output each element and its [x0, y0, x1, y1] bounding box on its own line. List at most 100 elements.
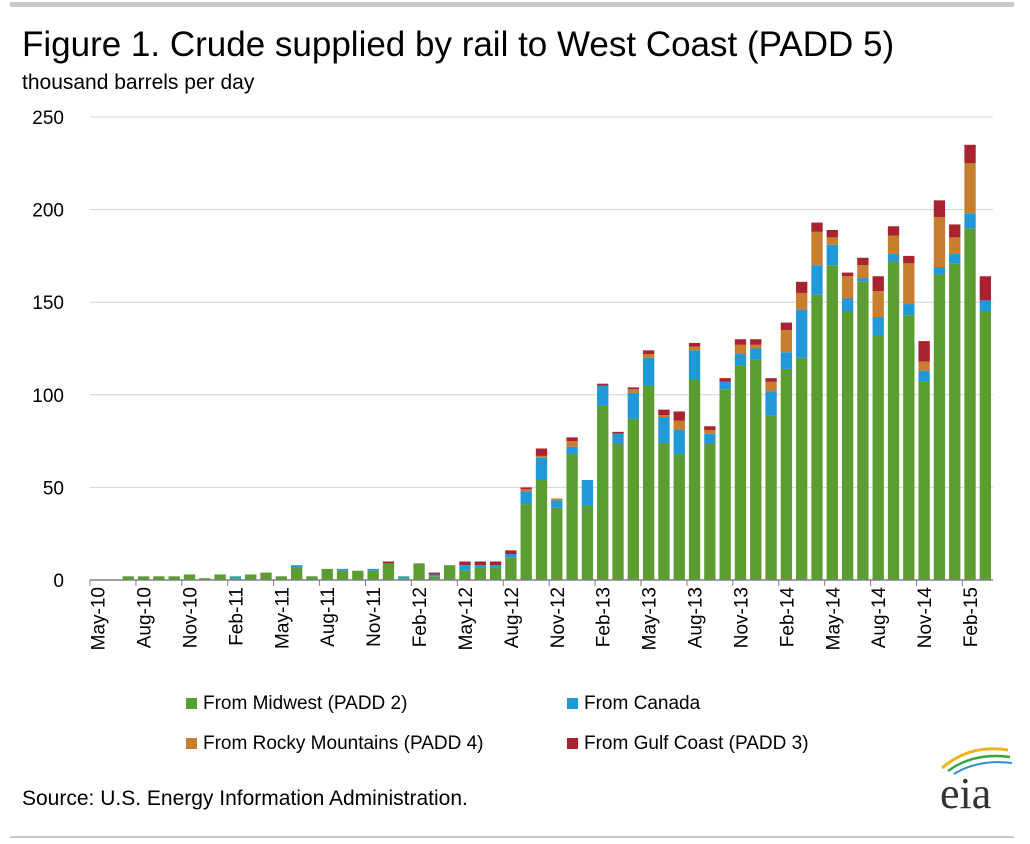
bar-segment-1 — [367, 570, 379, 580]
x-tick-label: Feb-12 — [410, 587, 431, 647]
bar-segment-1 — [566, 454, 578, 580]
y-tick-labels: 0 50 100 150 200 250 — [32, 108, 64, 592]
bar-segment-1 — [857, 281, 869, 580]
bar-segment-1 — [887, 261, 900, 580]
x-tick-labels: May-10 Aug-10 Nov-10 Feb-11 May-11 Aug-11 Nov-… — [89, 587, 982, 651]
bar-segment-2 — [796, 309, 808, 358]
bar-segment-4 — [750, 339, 762, 345]
bar-segment-1 — [841, 311, 854, 580]
bar-segment-2 — [551, 500, 563, 508]
x-tick-label: Aug-13 — [686, 587, 707, 648]
bar-segment-2 — [428, 574, 441, 577]
bar-segment-1 — [306, 576, 318, 580]
bar-segment-1 — [551, 507, 563, 580]
bar-segment-1 — [505, 557, 517, 580]
x-tick-label: May-14 — [823, 587, 844, 651]
x-tick-label: Nov-10 — [181, 587, 202, 648]
bar-segment-1 — [597, 405, 609, 580]
bar-segment-2 — [505, 554, 517, 558]
x-tick-label: May-10 — [89, 587, 110, 650]
bar-segment-2 — [887, 254, 900, 262]
bar-segment-2 — [780, 352, 793, 369]
bar-segment-4 — [979, 276, 992, 301]
bar-segment-4 — [612, 431, 624, 434]
bar-segment-1 — [336, 570, 349, 580]
bar-segment-3 — [535, 455, 548, 458]
bar-segment-4 — [673, 411, 685, 421]
eia-logo: eia — [940, 747, 1013, 816]
bar-segment-4 — [382, 561, 395, 564]
bar-segment-1 — [474, 567, 486, 580]
bar-segment-4 — [903, 255, 915, 264]
bar-segment-3 — [551, 498, 563, 501]
bar-segment-2 — [949, 254, 961, 264]
legend-swatch — [567, 738, 578, 749]
legend-label: From Rocky Mountains (PADD 4) — [203, 733, 484, 754]
bar-segment-4 — [933, 200, 946, 218]
bar-segment-2 — [719, 381, 731, 390]
x-tick-label: May-11 — [272, 587, 293, 649]
bar-segment-2 — [290, 565, 303, 568]
bar-segment-1 — [122, 576, 134, 580]
bar-segment-1 — [750, 359, 762, 580]
x-tick-label: Aug-11 — [318, 587, 339, 647]
bar-segment-1 — [918, 381, 930, 580]
bar-segment-4 — [719, 378, 731, 382]
bar-segment-2 — [581, 479, 594, 506]
x-tick-label: Aug-14 — [869, 587, 890, 649]
bar-segment-2 — [857, 278, 869, 282]
bar-segment-4 — [566, 437, 578, 442]
x-tick-label: Feb-13 — [594, 587, 615, 647]
bar-segment-2 — [459, 565, 471, 571]
bar-segment-2 — [872, 317, 884, 336]
bar-segment-1 — [949, 263, 961, 580]
bar-segment-4 — [627, 387, 639, 390]
bar-segment-1 — [704, 442, 716, 580]
bar-segment-2 — [918, 370, 930, 382]
bar-segment-1 — [688, 379, 701, 580]
bar-segment-1 — [826, 265, 838, 580]
bar-segment-1 — [796, 357, 808, 580]
bar-segment-2 — [489, 565, 502, 568]
bar-segment-1 — [734, 365, 747, 580]
bar-segment-3 — [903, 263, 915, 305]
x-tick-label: Feb-15 — [961, 587, 982, 647]
bar-segment-1 — [520, 504, 532, 580]
chart-subtitle: thousand barrels per day — [22, 71, 255, 94]
bar-segment-4 — [688, 342, 701, 347]
bar-segment-3 — [566, 441, 578, 447]
bar-segment-4 — [918, 341, 930, 362]
bar-segment-2 — [673, 429, 685, 455]
x-tick-label: Aug-12 — [502, 587, 523, 648]
bar-segment-1 — [183, 574, 196, 580]
bar-segment-1 — [428, 576, 441, 580]
bar-segment-4 — [826, 229, 838, 238]
bar-segment-2 — [627, 392, 639, 419]
bar-segment-1 — [903, 315, 915, 580]
bar-segment-4 — [841, 272, 854, 277]
bar-segment-4 — [872, 276, 884, 292]
bar-segment-1 — [658, 442, 670, 580]
bar-segment-3 — [811, 231, 823, 266]
bar-segment-2 — [336, 568, 349, 571]
bar-segment-2 — [765, 391, 777, 416]
bar-segment-2 — [520, 491, 532, 505]
bar-segment-1 — [444, 565, 456, 580]
x-tick-label: May-13 — [640, 587, 661, 650]
bar-segment-1 — [673, 454, 685, 580]
bar-segment-2 — [642, 357, 655, 386]
legend: From Midwest (PADD 2) From Canada From Roc… — [186, 693, 809, 754]
x-tick-label: Feb-11 — [226, 587, 247, 646]
bar-segment-1 — [872, 335, 884, 580]
bar-segment-1 — [413, 563, 425, 580]
legend-label: From Midwest (PADD 2) — [203, 693, 407, 714]
bar-segment-1 — [275, 576, 287, 580]
bar-segment-1 — [290, 567, 303, 580]
bar-segment-3 — [734, 344, 747, 355]
bar-segment-1 — [612, 442, 624, 580]
bar-segment-4 — [780, 322, 793, 330]
bar-segment-1 — [964, 228, 976, 580]
bar-segment-2 — [688, 350, 701, 380]
bar-segment-1 — [352, 570, 364, 580]
